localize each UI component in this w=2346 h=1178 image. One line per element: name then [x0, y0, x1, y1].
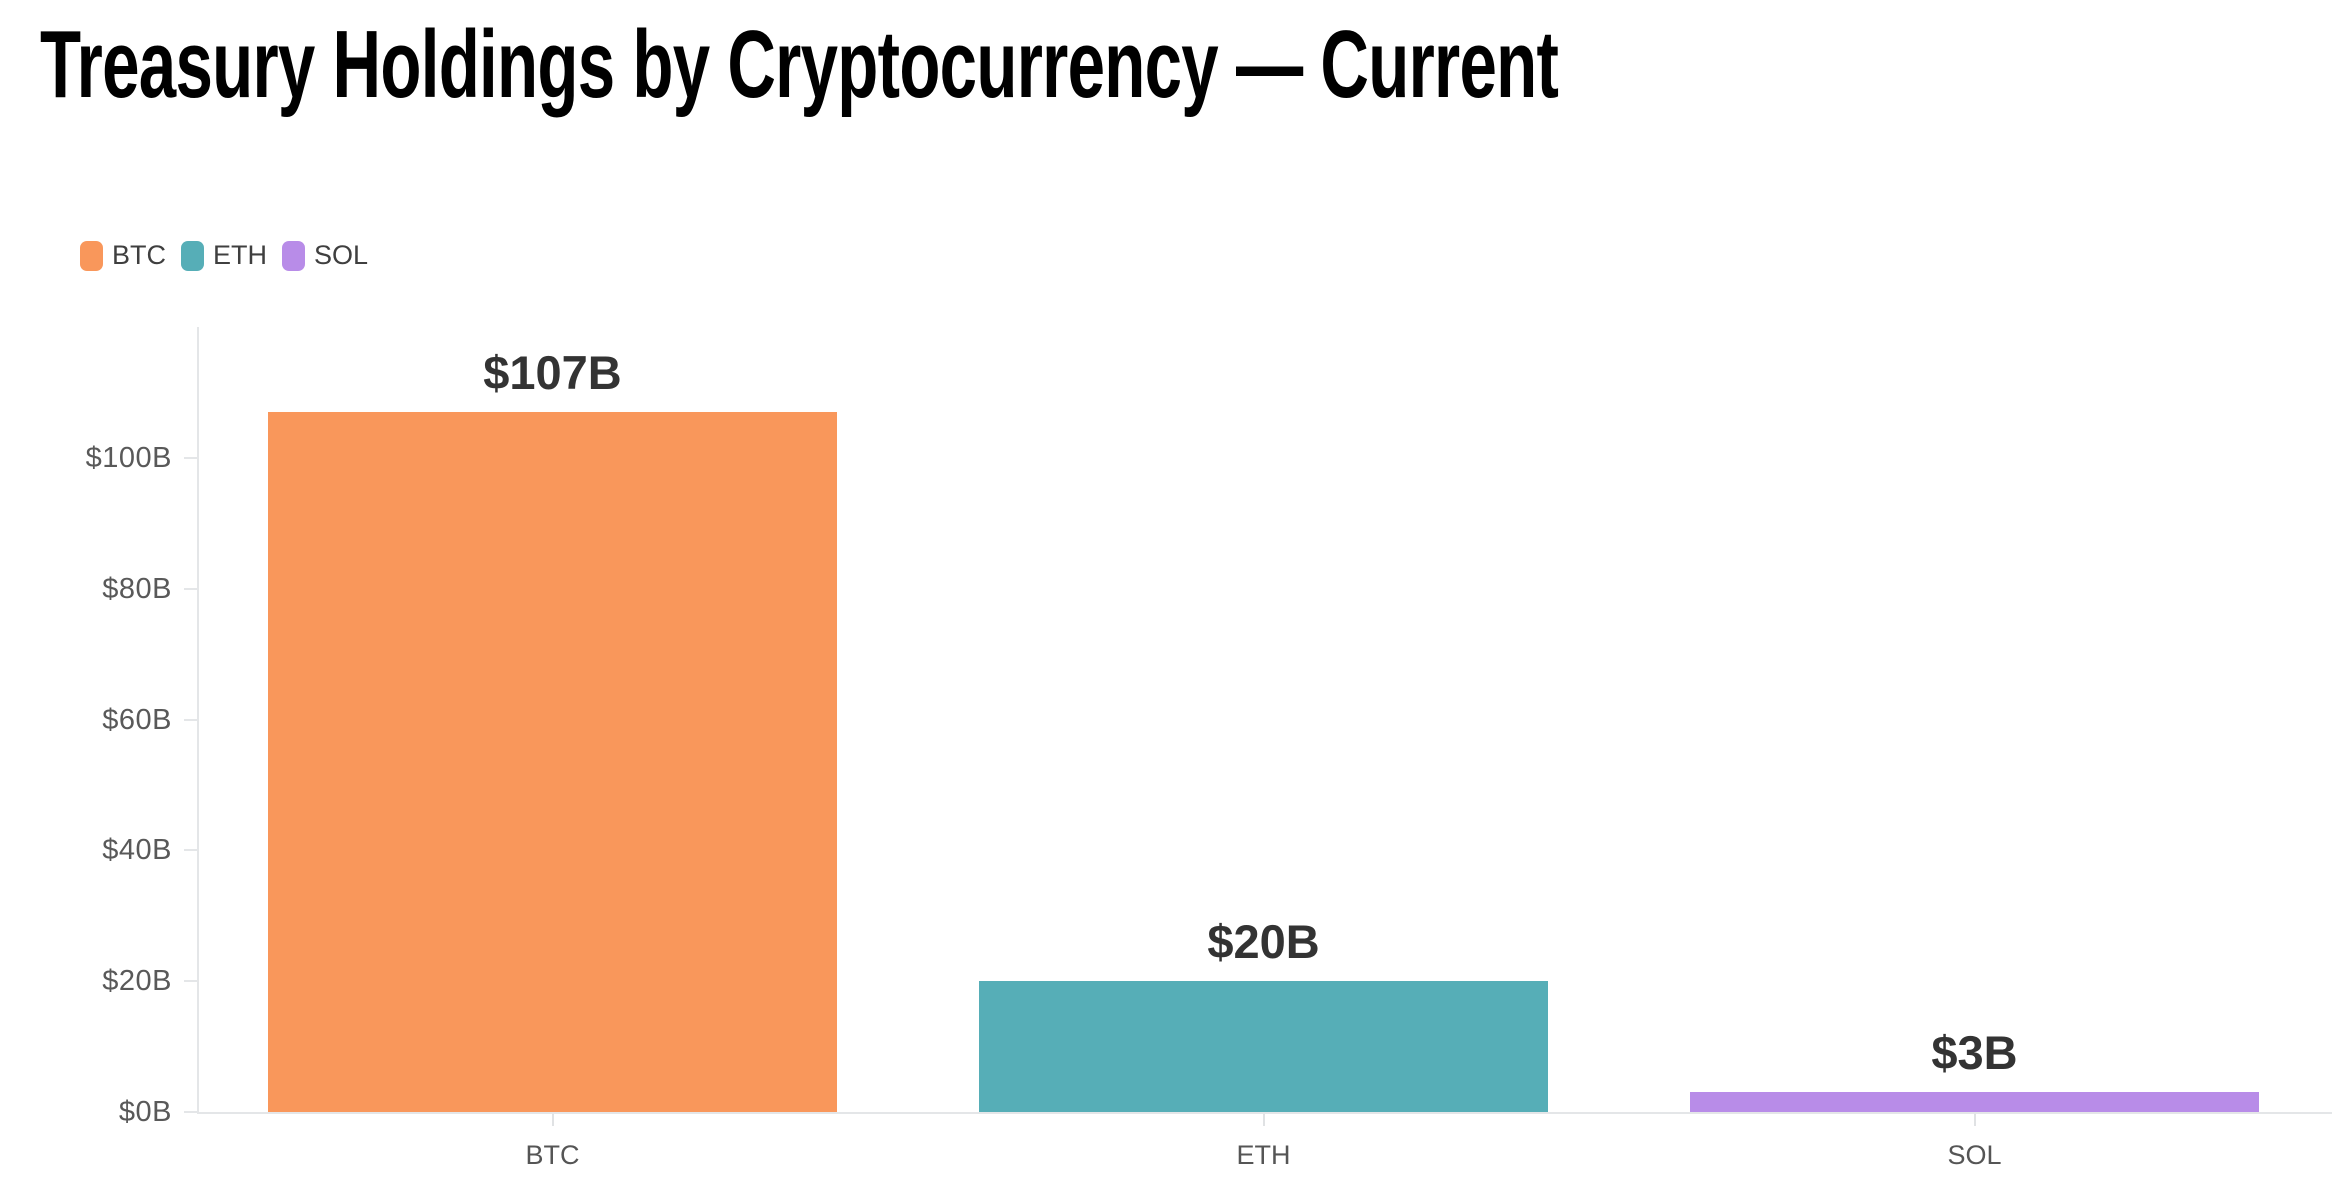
y-axis-tick-label: $100B: [85, 441, 172, 474]
y-axis-tick-label: $0B: [118, 1096, 172, 1128]
y-axis-tick-mark: [184, 456, 197, 459]
legend-swatch-eth-icon: [181, 240, 204, 271]
y-axis-tick-label: $20B: [102, 965, 172, 998]
y-axis-tick-mark: [184, 587, 197, 590]
bar-value-label-eth: $20B: [1207, 915, 1320, 969]
x-axis-tick-mark: [1262, 1114, 1265, 1126]
legend-item-sol[interactable]: SOL: [282, 240, 368, 271]
x-axis-tick-mark: [1973, 1114, 1976, 1126]
legend-swatch-btc-icon: [80, 240, 103, 271]
legend-swatch-sol-icon: [282, 240, 305, 271]
bar-eth[interactable]: [979, 981, 1548, 1112]
y-axis-tick-mark: [184, 1111, 197, 1113]
y-axis-tick-mark: [184, 849, 197, 852]
x-category-label-sol: SOL: [1947, 1140, 2002, 1170]
bar-sol[interactable]: [1690, 1092, 2259, 1112]
plot-area: [197, 327, 2332, 1114]
legend-label-sol: SOL: [314, 240, 369, 270]
y-axis-tick-label: $40B: [102, 834, 172, 867]
x-category-label-btc: BTC: [525, 1140, 580, 1170]
y-axis-tick-mark: [184, 980, 197, 983]
bar-value-label-btc: $107B: [483, 346, 622, 400]
legend-label-eth: ETH: [213, 240, 267, 270]
y-axis-tick-label: $80B: [102, 572, 172, 605]
bar-btc[interactable]: [268, 412, 837, 1112]
legend-item-btc[interactable]: BTC: [80, 240, 166, 271]
legend-item-eth[interactable]: ETH: [181, 240, 267, 271]
y-axis-tick-label: $60B: [102, 703, 172, 736]
legend: BTC ETH SOL: [80, 240, 368, 271]
x-category-label-eth: ETH: [1236, 1140, 1291, 1170]
chart-title: Treasury Holdings by Cryptocurrency — Cu…: [40, 11, 1559, 118]
legend-label-btc: BTC: [112, 240, 166, 270]
x-axis-tick-mark: [551, 1114, 554, 1126]
y-axis-tick-mark: [184, 718, 197, 721]
bar-value-label-sol: $3B: [1931, 1026, 2018, 1080]
